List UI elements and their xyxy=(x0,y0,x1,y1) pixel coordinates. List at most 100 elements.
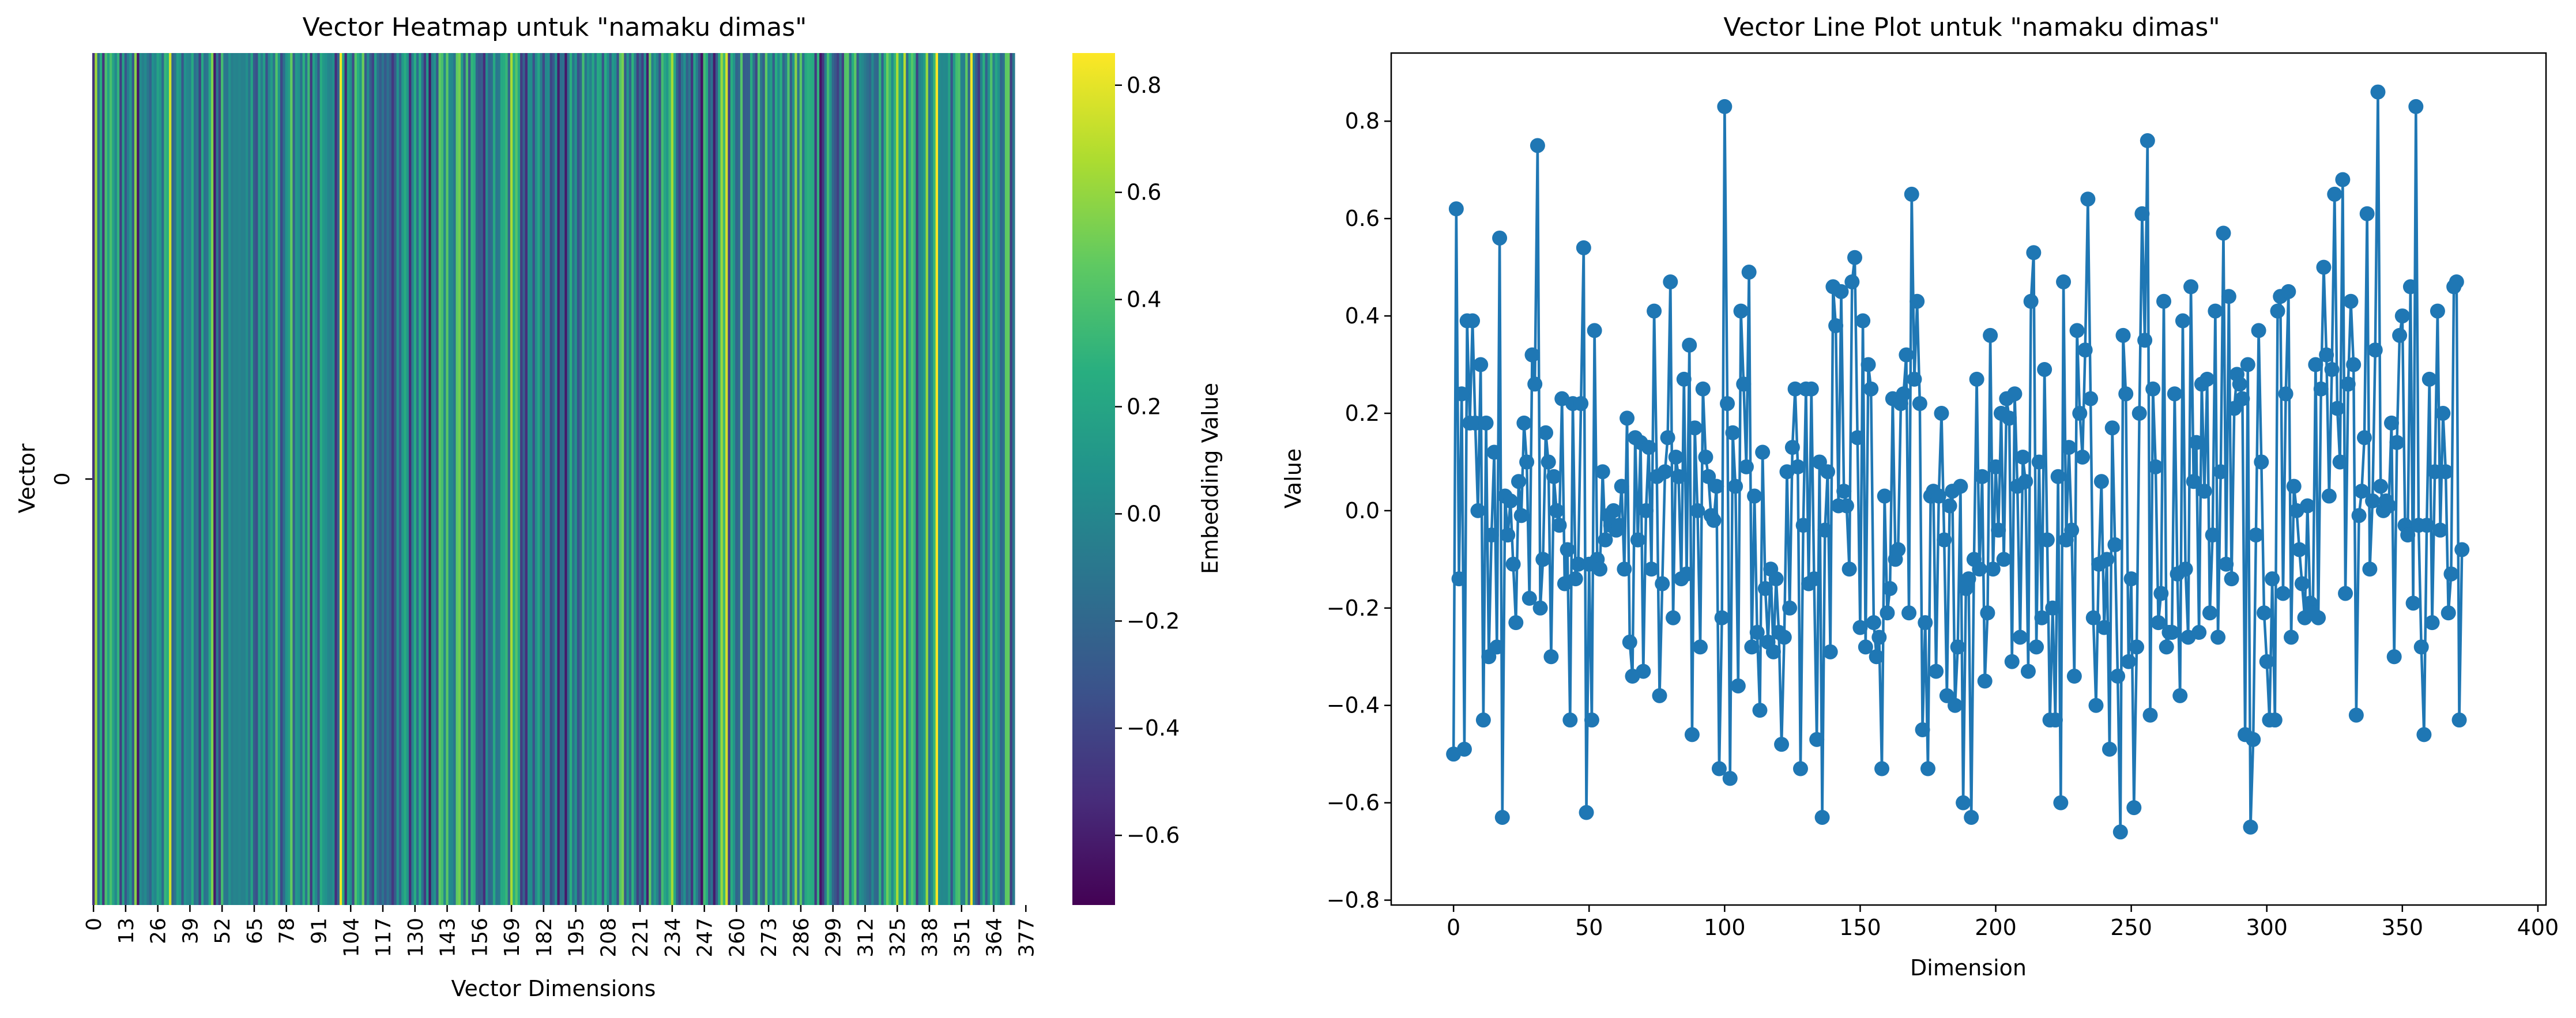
heatmap-cell xyxy=(728,53,731,905)
heatmap-cell xyxy=(107,53,110,905)
heatmap-cell xyxy=(438,53,442,905)
heatmap-cell xyxy=(750,53,753,905)
heatmap-cell xyxy=(532,53,536,905)
line-plot-point xyxy=(1614,478,1629,494)
heatmap-cell xyxy=(594,53,597,905)
heatmap-cell xyxy=(737,53,741,905)
heatmap-cell xyxy=(265,53,269,905)
heatmap-cell xyxy=(131,53,135,905)
heatmap-cell xyxy=(678,53,681,905)
line-plot-point xyxy=(1844,274,1860,289)
line-plot-point xyxy=(1486,444,1502,460)
heatmap-cell xyxy=(359,53,363,905)
heatmap-cell xyxy=(210,53,214,905)
line-plot-x-tick-label: 100 xyxy=(1704,915,1746,940)
line-plot-point xyxy=(1690,503,1705,518)
line-plot-point xyxy=(2421,371,2437,387)
heatmap-cell xyxy=(431,53,434,905)
line-plot-point xyxy=(1641,440,1656,455)
heatmap-cell xyxy=(705,53,709,905)
colorbar: 0.8 0.6 0.4 0.2 0.0 −0.2 −0.4 −0.6 Embedding Va… xyxy=(1072,53,1223,905)
line-plot-point xyxy=(2373,478,2389,494)
colorbar-tick-label: 0.0 xyxy=(1127,501,1161,526)
heatmap-cell xyxy=(1004,53,1008,905)
heatmap-cell xyxy=(208,53,212,905)
heatmap-cell xyxy=(826,53,830,905)
line-plot-point xyxy=(2346,357,2362,372)
line-plot-point xyxy=(2402,279,2418,295)
line-plot-point xyxy=(2319,347,2334,363)
line-plot-point xyxy=(2023,293,2039,309)
heatmap-cell xyxy=(609,53,612,905)
heatmap-cell xyxy=(767,53,770,905)
heatmap-cell xyxy=(940,53,944,905)
colorbar-tick-label: −0.6 xyxy=(1127,823,1180,848)
heatmap-cell xyxy=(774,53,778,905)
heatmap-cell xyxy=(527,53,530,905)
colorbar-tick-label: −0.4 xyxy=(1127,715,1180,741)
heatmap-x-tick-label: 260 xyxy=(725,918,749,957)
heatmap-cell xyxy=(673,53,676,905)
line-plot-point xyxy=(1787,381,1803,397)
heatmap-cell xyxy=(213,53,217,905)
line-plot-point xyxy=(1915,722,1930,737)
heatmap-cell xyxy=(658,53,662,905)
heatmap-cell xyxy=(822,53,825,905)
heatmap-cell xyxy=(770,53,773,905)
line-plot-point xyxy=(1972,561,1987,577)
line-plot-point xyxy=(1617,561,1632,577)
heatmap-cell xyxy=(322,53,325,905)
heatmap-cell xyxy=(755,53,758,905)
heatmap-cell xyxy=(851,53,854,905)
heatmap-cell xyxy=(631,53,635,905)
heatmap-cell xyxy=(683,53,687,905)
heatmap-cell xyxy=(129,53,133,905)
heatmap-cell xyxy=(255,53,258,905)
colorbar-tick-label: 0.8 xyxy=(1127,73,1161,98)
heatmap-cell xyxy=(824,53,827,905)
line-plot-point xyxy=(2430,303,2445,319)
heatmap-cell xyxy=(643,53,647,905)
heatmap-cell xyxy=(206,53,209,905)
heatmap-cell xyxy=(906,53,909,905)
line-plot-point xyxy=(2221,289,2236,304)
heatmap-cell xyxy=(688,53,691,905)
line-plot-point xyxy=(2257,605,2272,621)
line-plot-point xyxy=(1858,639,1873,655)
heatmap-cell xyxy=(317,53,321,905)
heatmap-cell xyxy=(873,53,877,905)
heatmap-cell xyxy=(367,53,370,905)
heatmap-cell xyxy=(450,53,454,905)
heatmap-cell xyxy=(691,53,694,905)
line-plot-point xyxy=(1871,629,1887,645)
line-plot-point xyxy=(2441,605,2456,621)
line-plot-point xyxy=(2026,245,2042,261)
heatmap-cell xyxy=(871,53,875,905)
line-plot-point xyxy=(1679,566,1694,582)
heatmap-cell xyxy=(574,53,578,905)
line-plot-point xyxy=(2029,639,2044,655)
line-plot-point xyxy=(1985,561,2001,577)
heatmap-cell xyxy=(225,53,229,905)
line-plot-point xyxy=(1809,732,1825,747)
line-plot-point xyxy=(1663,274,1678,289)
heatmap-cell xyxy=(653,53,657,905)
line-plot-y-tick-label: −0.6 xyxy=(1327,790,1380,816)
heatmap-cell xyxy=(732,53,736,905)
heatmap-cell xyxy=(114,53,118,905)
heatmap-cell xyxy=(634,53,637,905)
line-plot-point xyxy=(2438,464,2454,480)
line-plot-point xyxy=(2370,84,2386,100)
line-plot-point xyxy=(2351,508,2367,523)
heatmap-cell xyxy=(958,53,961,905)
colorbar-tick-label: 0.6 xyxy=(1127,180,1161,205)
line-plot-y-tick-label: −0.2 xyxy=(1327,595,1380,621)
heatmap-cell xyxy=(139,53,142,905)
line-plot-point xyxy=(1541,454,1556,470)
line-plot-point xyxy=(1720,396,1735,412)
heatmap-x-tick-label: 195 xyxy=(565,918,589,957)
heatmap-cell xyxy=(161,53,164,905)
heatmap-cell xyxy=(948,53,951,905)
heatmap-cell xyxy=(233,53,236,905)
line-plot-point xyxy=(2018,474,2033,489)
